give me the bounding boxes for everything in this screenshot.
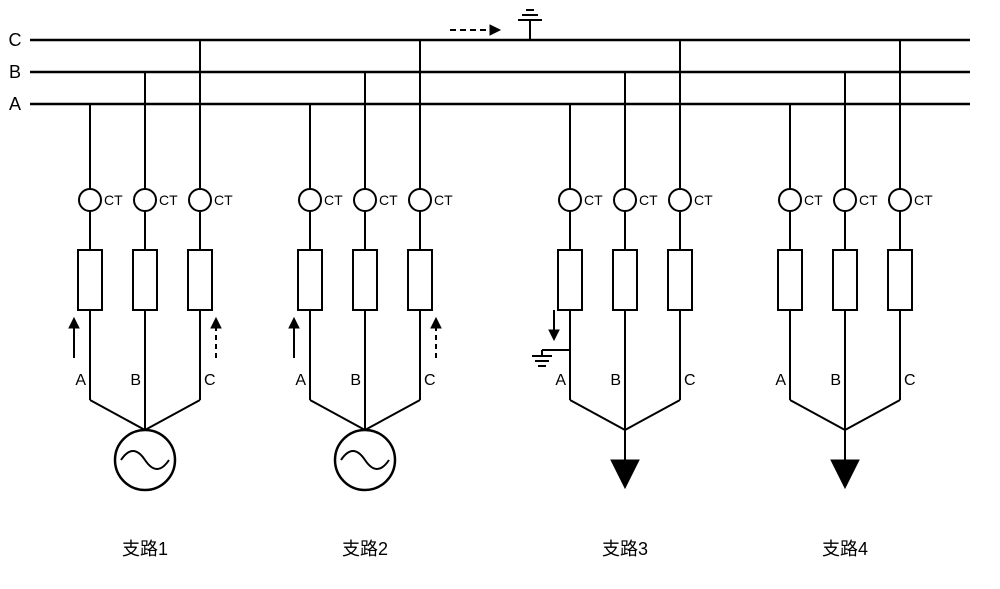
- svg-text:B: B: [610, 372, 621, 389]
- bus-label: B: [9, 62, 21, 82]
- ct-icon: [354, 189, 376, 211]
- svg-text:CT: CT: [159, 192, 178, 208]
- svg-text:A: A: [75, 372, 86, 389]
- ct-icon: [779, 189, 801, 211]
- breaker-box: [188, 250, 212, 310]
- ct-icon: [889, 189, 911, 211]
- load-arrow-icon: [611, 460, 639, 488]
- breaker-box: [558, 250, 582, 310]
- breaker-box: [408, 250, 432, 310]
- svg-text:CT: CT: [434, 192, 453, 208]
- ct-icon: [189, 189, 211, 211]
- svg-text:CT: CT: [804, 192, 823, 208]
- ct-icon: [79, 189, 101, 211]
- svg-text:C: C: [684, 372, 696, 389]
- svg-text:A: A: [295, 372, 306, 389]
- branch-label: 支路4: [822, 539, 868, 559]
- svg-text:CT: CT: [584, 192, 603, 208]
- bus-label: C: [9, 30, 22, 50]
- ct-icon: [134, 189, 156, 211]
- svg-text:CT: CT: [694, 192, 713, 208]
- svg-text:A: A: [775, 372, 786, 389]
- breaker-box: [888, 250, 912, 310]
- svg-text:CT: CT: [104, 192, 123, 208]
- svg-text:B: B: [350, 372, 361, 389]
- breaker-box: [133, 250, 157, 310]
- breaker-box: [668, 250, 692, 310]
- svg-text:CT: CT: [379, 192, 398, 208]
- ct-icon: [299, 189, 321, 211]
- ct-icon: [614, 189, 636, 211]
- ct-icon: [559, 189, 581, 211]
- svg-text:A: A: [555, 372, 566, 389]
- svg-text:C: C: [424, 372, 436, 389]
- breaker-box: [78, 250, 102, 310]
- svg-text:CT: CT: [214, 192, 233, 208]
- svg-text:C: C: [904, 372, 916, 389]
- svg-text:C: C: [204, 372, 216, 389]
- load-arrow-icon: [831, 460, 859, 488]
- breaker-box: [353, 250, 377, 310]
- svg-text:CT: CT: [324, 192, 343, 208]
- breaker-box: [613, 250, 637, 310]
- svg-text:B: B: [130, 372, 141, 389]
- bus-label: A: [9, 94, 21, 114]
- svg-text:CT: CT: [859, 192, 878, 208]
- ct-icon: [409, 189, 431, 211]
- ct-icon: [669, 189, 691, 211]
- branch-label: 支路1: [122, 539, 168, 559]
- breaker-box: [778, 250, 802, 310]
- svg-text:CT: CT: [639, 192, 658, 208]
- single-line-diagram: CBACTCTCTABC支路1CTCTCTABC支路2CTCTCTABC支路3C…: [0, 0, 1000, 589]
- branch-label: 支路3: [602, 539, 648, 559]
- svg-text:CT: CT: [914, 192, 933, 208]
- branch-label: 支路2: [342, 539, 388, 559]
- breaker-box: [298, 250, 322, 310]
- svg-text:B: B: [830, 372, 841, 389]
- ct-icon: [834, 189, 856, 211]
- breaker-box: [833, 250, 857, 310]
